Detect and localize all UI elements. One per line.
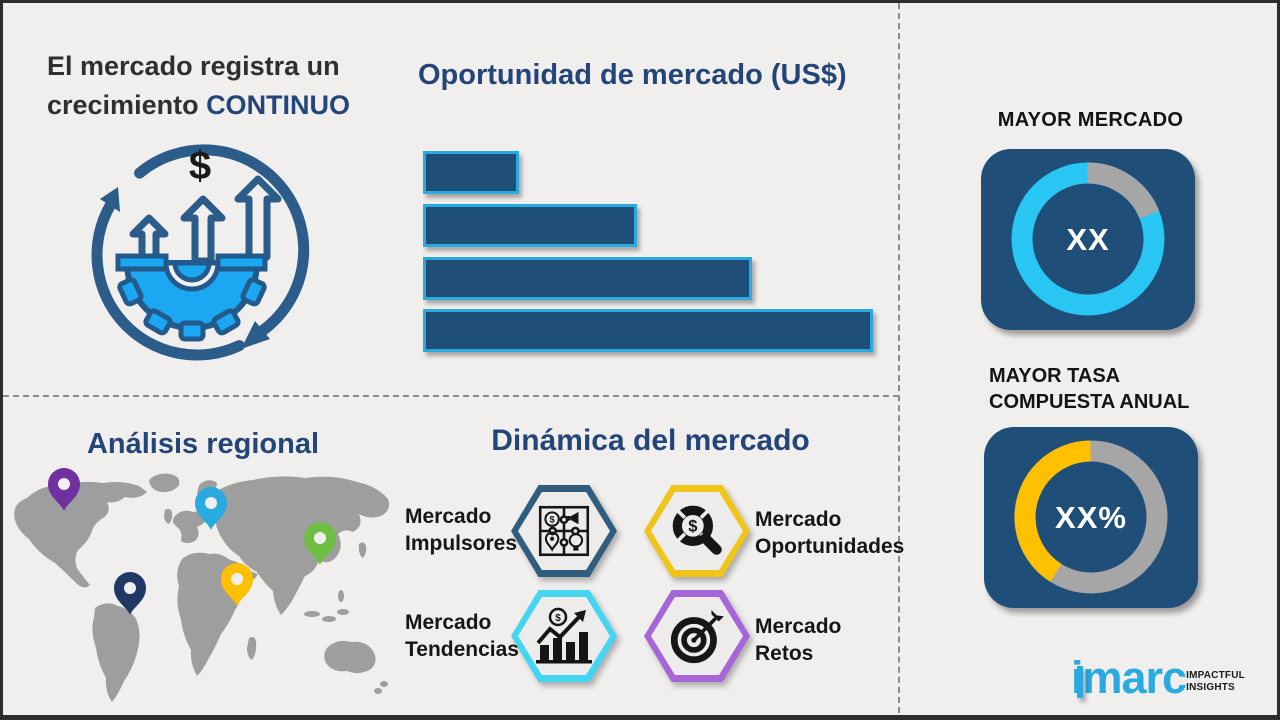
region-new-zealand-2 [374, 688, 382, 694]
vertical-dashed-divider [898, 3, 900, 715]
map-pins [48, 468, 336, 615]
pin-latin-america [114, 572, 146, 615]
hexagon-opportunities: $ [644, 485, 750, 577]
bar-3 [423, 257, 752, 300]
bar-4 [423, 309, 873, 352]
continent-north-america [14, 481, 148, 588]
region-madagascar [247, 637, 257, 660]
cagr-tile: XX% [984, 427, 1198, 608]
imarc-logo: imarc IMPACTFUL INSIGHTS [1071, 655, 1245, 700]
hexagon-drivers: $ [511, 485, 617, 577]
region-new-zealand-1 [380, 681, 388, 687]
magnifier-dollar-icon: $ [672, 505, 722, 555]
svg-text:$: $ [688, 517, 697, 536]
region-indonesia-3 [337, 609, 349, 615]
growth-headline: El mercado registra un crecimiento CONTI… [47, 47, 397, 125]
opportunity-bar-chart [423, 151, 875, 353]
region-indonesia-1 [304, 611, 320, 617]
continuous-growth-gear-icon: $ [91, 144, 310, 361]
regional-analysis-title: Análisis regional [86, 428, 320, 460]
growth-headline-line1: El mercado registra un [47, 51, 340, 81]
region-japan [358, 542, 367, 558]
imarc-wordmark: imarc [1071, 652, 1187, 703]
largest-market-title: MAYOR MERCADO [997, 109, 1184, 131]
continent-australia [324, 640, 376, 674]
hexagon-challenges [644, 590, 750, 682]
cagr-donut-chart [1014, 440, 1168, 594]
label-market-opportunities: Mercado Oportunidades [755, 508, 905, 558]
logo-divider [1077, 665, 1083, 698]
world-map [14, 468, 390, 702]
cycle-arrowhead-top [100, 187, 120, 212]
svg-text:$: $ [555, 613, 561, 624]
continent-greenland [149, 473, 180, 493]
cagr-title-line2: COMPUESTA ANUAL [989, 391, 1190, 413]
opportunity-title: Oportunidad de mercado (US$) [418, 59, 847, 91]
half-gear [115, 253, 268, 342]
trend-chart-icon: $ [536, 607, 592, 664]
logo-tagline: IMPACTFUL INSIGHTS [1186, 670, 1245, 693]
label-market-challenges: Mercado Retos [755, 615, 842, 665]
bar-2 [423, 204, 637, 247]
region-uk [164, 508, 173, 524]
market-dynamics-title: Dinámica del mercado [491, 424, 810, 457]
hexagon-trends: $ [511, 590, 617, 682]
bar-1 [423, 151, 519, 194]
continent-south-america [92, 603, 140, 702]
growth-headline-accent: CONTINUO [206, 90, 351, 120]
pin-middle-east-africa [221, 563, 253, 606]
svg-text:$: $ [550, 515, 556, 525]
puzzle-icon: $ [538, 505, 590, 557]
region-indonesia-2 [322, 616, 336, 622]
continent-asia [210, 476, 390, 615]
cagr-value: XX% [1055, 499, 1127, 535]
label-market-drivers: Mercado Impulsores [405, 505, 518, 555]
continent-europe [172, 510, 209, 543]
pin-north-america [48, 468, 80, 511]
label-market-trends: Mercado Tendencias [405, 611, 519, 661]
growth-headline-line2: crecimiento [47, 90, 207, 120]
pin-europe [195, 487, 227, 530]
dollar-glyph: $ [189, 144, 211, 188]
largest-market-donut-chart [1011, 162, 1165, 316]
three-up-arrows [129, 175, 282, 265]
pin-asia-pacific [304, 522, 336, 565]
largest-market-value: XX [1066, 221, 1110, 257]
cagr-title-line1: MAYOR TASA [989, 365, 1121, 387]
region-philippines [338, 590, 344, 602]
horizontal-dashed-divider [3, 395, 899, 397]
largest-market-tile: XX [981, 149, 1195, 330]
cagr-title: MAYOR TASA COMPUESTA ANUAL [989, 363, 1249, 415]
target-dart-icon [670, 610, 724, 664]
cycle-arrowhead-bottom [241, 321, 270, 349]
